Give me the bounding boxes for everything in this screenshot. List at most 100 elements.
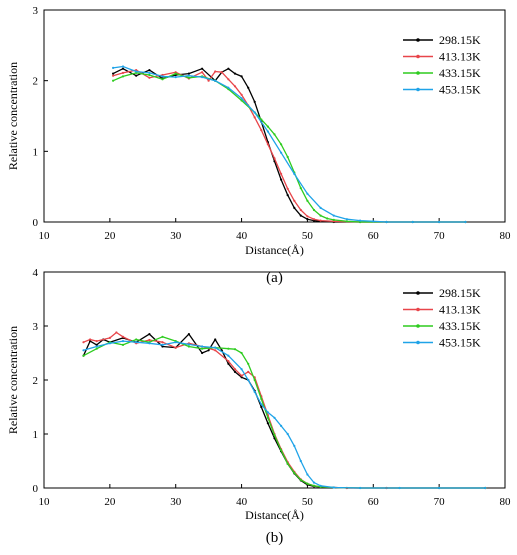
y-tick-label: 0 [33,217,39,229]
data-point [240,99,243,102]
data-point [82,341,85,344]
data-point [280,178,283,181]
series-line-433.15K [112,72,466,223]
data-point [95,343,98,346]
legend-label: 413.13K [439,303,481,317]
data-point [312,484,316,487]
data-point [385,220,388,224]
data-point [121,335,125,338]
data-point [312,208,316,212]
data-point [148,333,151,336]
data-point [319,484,322,487]
data-point [260,397,263,400]
data-point [135,338,138,341]
data-point [207,349,210,352]
data-point [319,219,322,222]
data-point [233,348,237,351]
data-point [121,65,125,68]
data-point [293,471,296,474]
chart-panel-2: 10 20 30 40 50 60 70 80 0 1 2 3 4 Distance(Å) Relative… [6,267,511,546]
data-point [253,390,256,393]
data-point [286,187,289,190]
data-point [187,72,190,75]
data-point [201,351,204,355]
x-tick-label: 80 [500,230,512,242]
legend-marker [416,87,420,92]
legend-marker [416,340,420,345]
data-point [306,199,309,202]
series-line-298.15K [112,68,466,223]
data-point [293,172,296,175]
data-point [112,72,115,75]
data-point [227,360,230,363]
data-point [148,338,151,342]
data-point [121,67,125,70]
data-point [227,347,230,350]
legend-marker [416,307,420,312]
x-tick-label: 50 [302,230,314,242]
data-point [135,341,138,344]
data-point [233,368,237,371]
legend-marker [416,291,420,295]
data-point [280,151,283,154]
data-point [148,73,151,77]
data-point [121,343,125,346]
y-tick-label: 4 [33,267,39,279]
data-point [174,341,177,344]
x-axis-label: Distance(Å) [245,508,304,522]
data-point [207,79,210,82]
data-point [299,208,302,212]
data-point [233,72,237,75]
data-point [332,214,335,217]
series-line-433.15K [83,336,486,489]
data-point [398,486,401,490]
x-tick-label: 30 [170,496,182,508]
data-point [135,70,138,73]
data-point [260,129,263,132]
data-point [240,97,243,100]
data-point [319,206,322,209]
data-point [266,143,269,146]
data-point [201,67,204,70]
data-point [240,93,243,96]
data-point [95,345,98,348]
data-point [174,346,177,349]
data-point [214,349,217,352]
data-point [240,368,243,371]
data-point [240,75,243,78]
x-tick-label: 20 [104,230,116,242]
data-point [286,432,289,436]
data-point [273,416,276,419]
x-tick-label: 60 [368,496,380,508]
data-point [220,71,223,74]
data-point [187,74,190,77]
data-point [345,220,348,223]
data-point [266,411,269,414]
data-point [227,78,230,81]
data-point [201,71,204,74]
data-point [227,86,230,89]
x-tick-label: 40 [236,496,248,508]
data-point [306,215,309,218]
data-point [266,125,269,128]
data-point [411,220,414,224]
legend-marker [416,54,420,59]
data-point [306,473,309,476]
data-point [148,342,151,345]
x-tick-label: 40 [236,230,248,242]
data-point [108,336,111,339]
data-point [273,133,276,136]
data-point [240,374,243,377]
data-point [112,66,115,69]
data-point [273,157,276,160]
panel-label: (b) [266,530,284,546]
data-point [266,130,269,133]
data-point [108,342,111,345]
legend-label: 298.15K [439,286,481,300]
data-point [312,481,316,484]
data-point [95,347,98,350]
data-point [121,71,125,74]
legend-label: 433.15K [439,319,481,333]
x-tick-label: 10 [39,496,51,508]
